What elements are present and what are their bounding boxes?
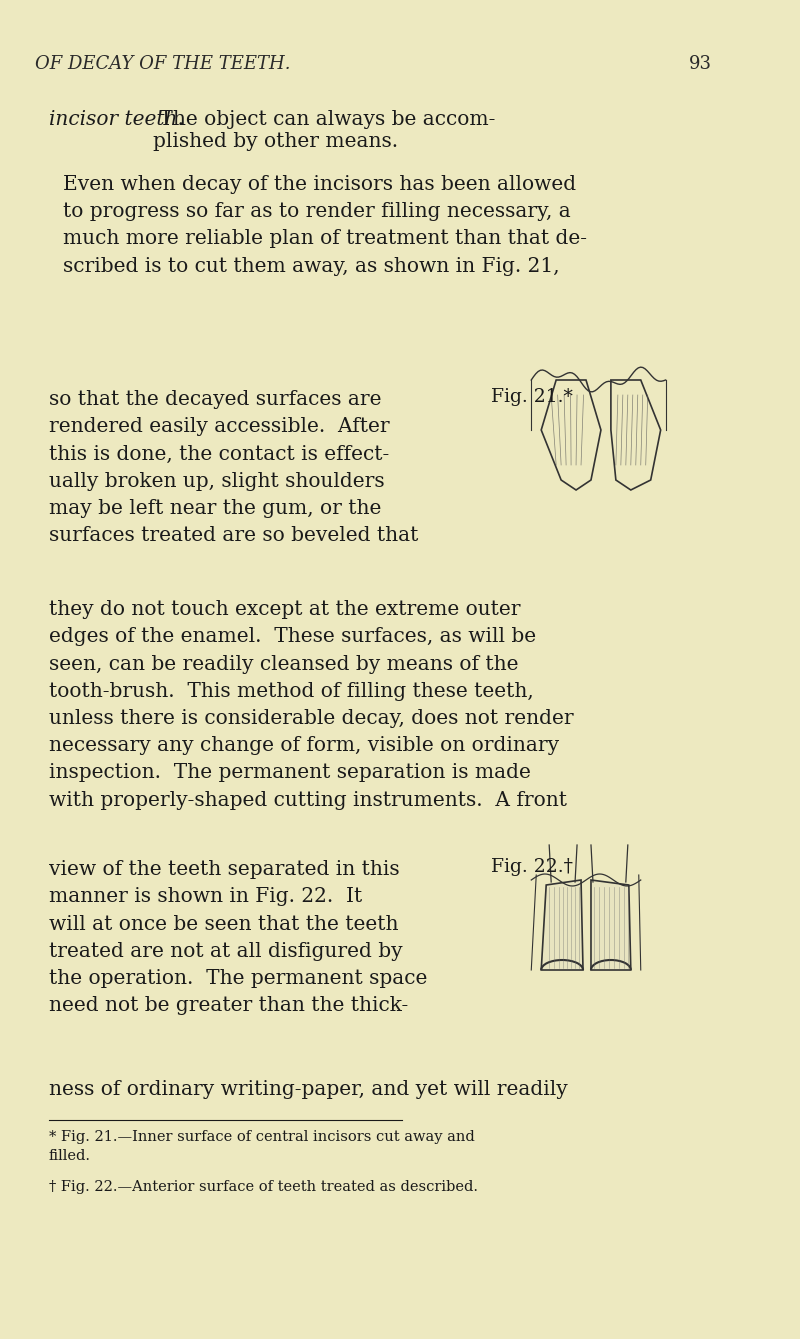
Text: Even when decay of the incisors has been allowed
to progress so far as to render: Even when decay of the incisors has been…: [63, 175, 587, 276]
Polygon shape: [542, 880, 583, 969]
Polygon shape: [591, 880, 630, 969]
Text: 93: 93: [689, 55, 712, 74]
Text: view of the teeth separated in this
manner is shown in Fig. 22.  It
will at once: view of the teeth separated in this mann…: [49, 860, 427, 1015]
Text: Fig. 22.†: Fig. 22.†: [491, 858, 574, 876]
Text: † Fig. 22.—Anterior surface of teeth treated as described.: † Fig. 22.—Anterior surface of teeth tre…: [49, 1180, 478, 1194]
Text: so that the decayed surfaces are
rendered easily accessible.  After
this is done: so that the decayed surfaces are rendere…: [49, 390, 418, 545]
Text: ness of ordinary writing-paper, and yet will readily: ness of ordinary writing-paper, and yet …: [49, 1081, 567, 1099]
Text: they do not touch except at the extreme outer
edges of the enamel.  These surfac: they do not touch except at the extreme …: [49, 600, 573, 810]
Text: incisor teeth.: incisor teeth.: [49, 110, 183, 129]
Text: * Fig. 21.—Inner surface of central incisors cut away and
filled.: * Fig. 21.—Inner surface of central inci…: [49, 1130, 474, 1164]
Text: The object can always be accom-
plished by other means.: The object can always be accom- plished …: [153, 110, 495, 151]
Text: Fig. 21.*: Fig. 21.*: [491, 388, 574, 406]
Text: OF DECAY OF THE TEETH.: OF DECAY OF THE TEETH.: [35, 55, 290, 74]
